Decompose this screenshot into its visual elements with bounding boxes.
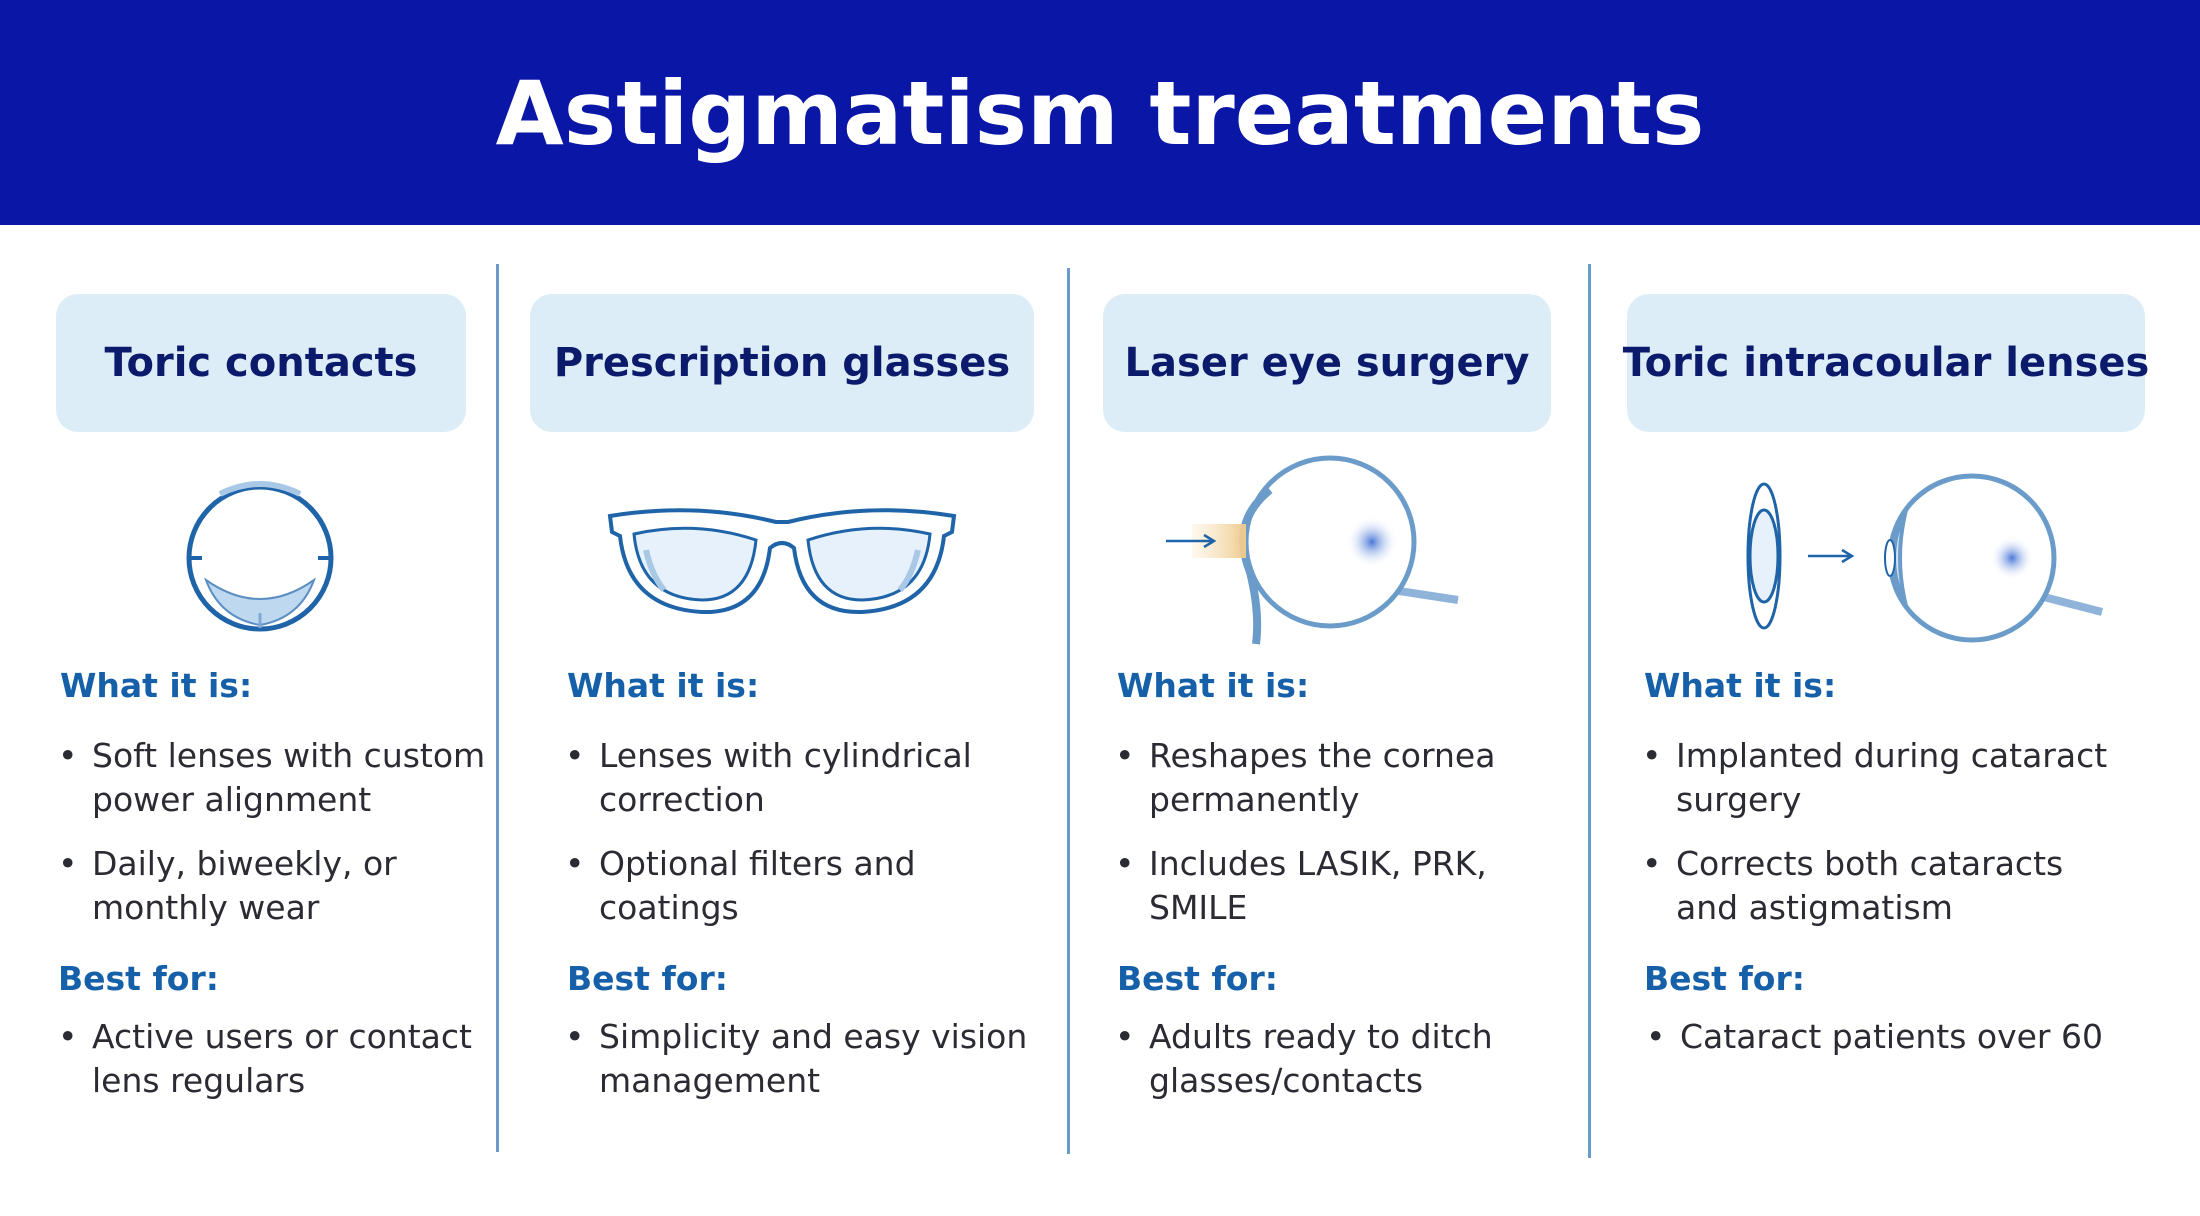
best-for-label: Best for: bbox=[1644, 959, 1805, 998]
what-it-is-label: What it is: bbox=[567, 666, 760, 705]
what-it-is-label: What it is: bbox=[1644, 666, 1837, 705]
list-item: Lenses with cylindrical correction bbox=[565, 734, 1035, 822]
contact-lens-icon bbox=[186, 481, 334, 632]
column-divider bbox=[1067, 268, 1070, 1154]
column-divider bbox=[1588, 264, 1591, 1158]
best-for-list: Simplicity and easy vision management bbox=[565, 1015, 1035, 1123]
best-for-list: Cataract patients over 60 bbox=[1646, 1015, 2116, 1079]
heading-box: Prescription glasses bbox=[530, 294, 1034, 432]
column-heading: Toric contacts bbox=[104, 340, 418, 386]
best-for-label: Best for: bbox=[1117, 959, 1278, 998]
list-item: Includes LASIK, PRK, SMILE bbox=[1115, 842, 1565, 930]
list-item: Simplicity and easy vision management bbox=[565, 1015, 1035, 1103]
what-it-is-list: Soft lenses with custom power alignment … bbox=[58, 734, 488, 950]
list-item: Reshapes the cornea permanently bbox=[1115, 734, 1565, 822]
page-title: Astigmatism treatments bbox=[495, 62, 1705, 165]
best-for-label: Best for: bbox=[58, 959, 219, 998]
title-banner: Astigmatism treatments bbox=[0, 0, 2200, 225]
best-for-list: Active users or contact lens regulars bbox=[58, 1015, 488, 1123]
what-it-is-list: Implanted during cataract surgery Correc… bbox=[1642, 734, 2112, 950]
heading-box: Toric intracoular lenses bbox=[1623, 294, 2149, 432]
column-divider bbox=[496, 264, 499, 1152]
what-it-is-list: Reshapes the cornea permanently Includes… bbox=[1115, 734, 1565, 950]
list-item: Implanted during cataract surgery bbox=[1642, 734, 2112, 822]
list-item: Corrects both cataracts and astigmatism bbox=[1642, 842, 2112, 930]
glasses-icon bbox=[607, 508, 957, 615]
list-item: Adults ready to ditch glasses/contacts bbox=[1115, 1015, 1565, 1103]
list-item: Optional filters and coatings bbox=[565, 842, 1035, 930]
heading-box: Toric contacts bbox=[56, 294, 466, 432]
column-heading: Laser eye surgery bbox=[1124, 340, 1530, 386]
list-item: Active users or contact lens regulars bbox=[58, 1015, 488, 1103]
what-it-is-list: Lenses with cylindrical correction Optio… bbox=[565, 734, 1035, 950]
column-heading: Toric intracoular lenses bbox=[1622, 340, 2150, 386]
list-item: Daily, biweekly, or monthly wear bbox=[58, 842, 488, 930]
heading-box: Laser eye surgery bbox=[1103, 294, 1551, 432]
what-it-is-label: What it is: bbox=[60, 666, 253, 705]
best-for-list: Adults ready to ditch glasses/contacts bbox=[1115, 1015, 1565, 1123]
what-it-is-label: What it is: bbox=[1117, 666, 1310, 705]
list-item: Cataract patients over 60 bbox=[1646, 1015, 2116, 1059]
intraocular-lens-icon bbox=[1746, 473, 2103, 643]
best-for-label: Best for: bbox=[567, 959, 728, 998]
laser-eye-icon bbox=[1166, 455, 1459, 645]
list-item: Soft lenses with custom power alignment bbox=[58, 734, 488, 822]
column-heading: Prescription glasses bbox=[553, 340, 1011, 386]
